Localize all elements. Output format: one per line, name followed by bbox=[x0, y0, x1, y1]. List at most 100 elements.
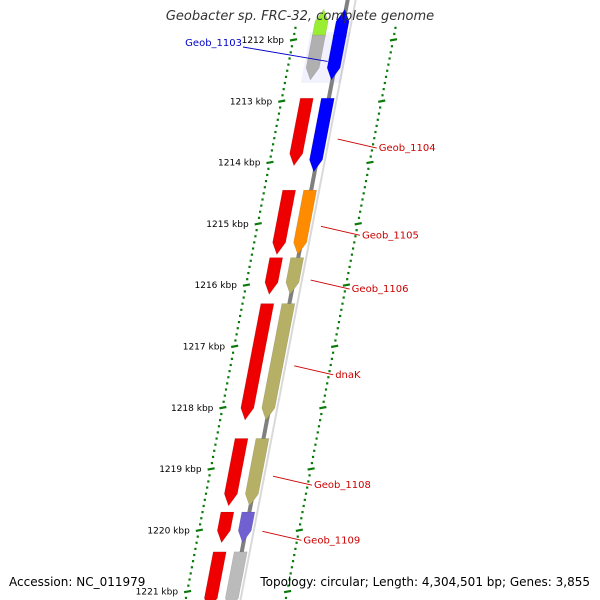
gene-arrow-g03[interactable] bbox=[305, 34, 326, 81]
kbp-tick-minor bbox=[286, 69, 289, 72]
kbp-tick-major bbox=[378, 99, 386, 103]
kbp-tick-minor bbox=[223, 394, 226, 397]
gene-arrow-g11[interactable] bbox=[240, 303, 275, 421]
kbp-tick-minor bbox=[295, 541, 298, 544]
kbp-tick-minor bbox=[249, 259, 252, 262]
kbp-tick-minor bbox=[259, 210, 262, 213]
gene-arrow-g09[interactable] bbox=[264, 257, 284, 296]
kbp-tick-major bbox=[278, 99, 286, 103]
kbp-tick-minor bbox=[287, 584, 290, 587]
kbp-tick-major bbox=[330, 344, 339, 349]
kbp-tick-minor bbox=[240, 308, 243, 311]
kbp-tick-label: 1217 kbp bbox=[183, 343, 226, 353]
kbp-tick-minor bbox=[246, 278, 249, 281]
kbp-tick-minor bbox=[293, 32, 296, 36]
kbp-tick-minor bbox=[196, 535, 199, 538]
gene-arrow-g14[interactable] bbox=[237, 511, 256, 544]
kbp-tick-minor bbox=[274, 130, 277, 134]
kbp-tick-minor bbox=[326, 382, 329, 385]
kbp-tick-major bbox=[354, 222, 362, 226]
gene-arrow-g07[interactable] bbox=[272, 189, 297, 256]
kbp-tick-minor bbox=[342, 296, 345, 299]
kbp-tick-minor bbox=[323, 394, 326, 397]
genome-backbone bbox=[230, 0, 357, 600]
gene-arrow-g05[interactable] bbox=[289, 97, 314, 167]
kbp-tick-minor bbox=[303, 498, 306, 501]
kbp-tick-minor bbox=[290, 566, 293, 569]
gene-label-g14[interactable]: Geob_1109 bbox=[303, 535, 360, 546]
gene-arrow-g12[interactable] bbox=[245, 438, 270, 507]
kbp-tick-minor bbox=[348, 265, 351, 269]
kbp-tick-minor bbox=[339, 314, 342, 318]
gene-label-g04[interactable]: Geob_1104 bbox=[379, 143, 436, 154]
kbp-tick-minor bbox=[201, 511, 204, 514]
gene-arrow-g04[interactable] bbox=[309, 97, 335, 173]
kbp-tick-minor bbox=[375, 124, 378, 128]
gene-label-g10[interactable]: dnaK bbox=[335, 370, 361, 381]
kbp-tick-minor bbox=[383, 81, 386, 85]
kbp-tick-minor bbox=[307, 480, 310, 483]
gene-label-g12[interactable]: Geob_1108 bbox=[314, 480, 371, 491]
kbp-tick-minor bbox=[382, 88, 385, 91]
kbp-tick-major bbox=[242, 283, 251, 287]
kbp-tick-minor bbox=[290, 45, 294, 48]
gene-arrow-g06[interactable] bbox=[293, 189, 318, 256]
gene-arrow-g02[interactable] bbox=[326, 34, 347, 81]
gene-arrow-g16[interactable] bbox=[225, 551, 248, 600]
kbp-tick-minor bbox=[247, 271, 250, 275]
kbp-tick-minor bbox=[331, 351, 335, 354]
gene-label-g02[interactable]: Geob_1103 bbox=[185, 38, 242, 49]
kbp-tick-minor bbox=[282, 88, 285, 91]
kbp-tick-minor bbox=[206, 486, 209, 489]
kbp-tick-minor bbox=[257, 216, 261, 219]
kbp-tick-minor bbox=[386, 69, 389, 72]
kbp-tick-minor bbox=[301, 511, 304, 514]
gene-arrow-g13[interactable] bbox=[224, 438, 249, 507]
kbp-tick-minor bbox=[349, 259, 352, 262]
gene-leader-line bbox=[262, 530, 302, 541]
kbp-tick-minor bbox=[219, 419, 222, 422]
kbp-tick-major bbox=[289, 38, 298, 42]
kbp-tick-minor bbox=[389, 51, 392, 54]
kbp-tick-minor bbox=[224, 388, 228, 391]
kbp-tick-major bbox=[295, 528, 304, 532]
kbp-tick-minor bbox=[377, 112, 381, 115]
kbp-tick-label: 1220 kbp bbox=[147, 526, 190, 536]
kbp-tick-minor bbox=[359, 210, 362, 213]
kbp-tick-minor bbox=[300, 517, 303, 520]
kbp-tick-minor bbox=[304, 492, 308, 495]
kbp-tick-minor bbox=[200, 517, 203, 520]
kbp-tick-major bbox=[195, 528, 204, 532]
kbp-tick-minor bbox=[250, 253, 254, 256]
kbp-tick-minor bbox=[296, 535, 299, 538]
kbp-tick-minor bbox=[279, 106, 282, 109]
kbp-tick-minor bbox=[340, 308, 343, 311]
gene-arrow-g17[interactable] bbox=[204, 551, 227, 600]
kbp-tick-minor bbox=[211, 455, 215, 459]
kbp-tick-minor bbox=[203, 498, 206, 501]
gene-label-g08[interactable]: Geob_1106 bbox=[352, 284, 409, 295]
kbp-tick-minor bbox=[317, 425, 321, 428]
gene-leader-line bbox=[272, 475, 313, 486]
gene-arrow-g15[interactable] bbox=[216, 511, 235, 544]
kbp-tick-minor bbox=[341, 302, 344, 305]
kbp-tick-minor bbox=[193, 553, 196, 557]
kbp-tick-minor bbox=[189, 572, 192, 575]
kbp-tick-minor bbox=[336, 327, 339, 330]
kbp-tick-minor bbox=[217, 425, 221, 428]
gene-arrow-g10[interactable] bbox=[261, 303, 296, 421]
kbp-tick-minor bbox=[220, 412, 223, 416]
kbp-tick-minor bbox=[188, 578, 191, 581]
gene-arrow-g08[interactable] bbox=[285, 257, 305, 296]
kbp-tick-major bbox=[219, 405, 227, 410]
kbp-tick-minor bbox=[191, 560, 195, 563]
kbp-tick-minor bbox=[373, 137, 376, 140]
kbp-tick-minor bbox=[387, 63, 390, 66]
kbp-tick-minor bbox=[388, 57, 391, 60]
gene-leader-line bbox=[310, 279, 350, 290]
backbone-line bbox=[230, 0, 350, 600]
gene-label-g06[interactable]: Geob_1105 bbox=[362, 230, 419, 241]
kbp-tick-minor bbox=[199, 523, 202, 526]
kbp-tick-major bbox=[307, 467, 315, 471]
